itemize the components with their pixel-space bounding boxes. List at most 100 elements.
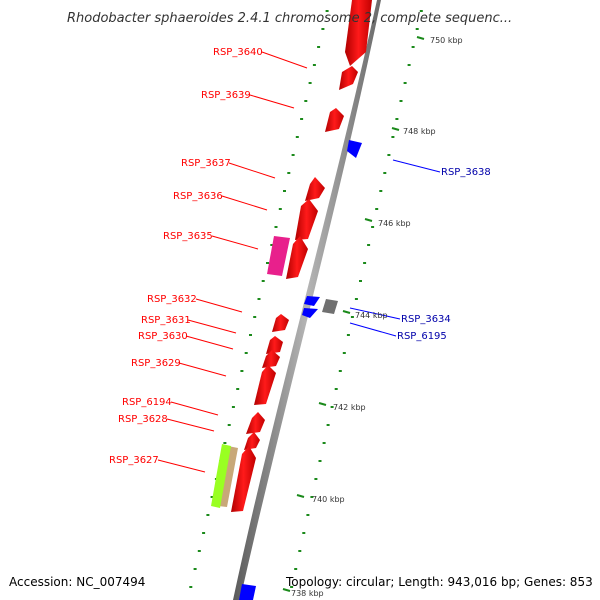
tick-mark bbox=[375, 208, 379, 210]
gene-labels: RSP_3640 RSP_3639 RSP_3637 RSP_3636 RSP_… bbox=[109, 47, 491, 466]
gene-label[interactable]: RSP_3634 bbox=[401, 314, 451, 325]
tick-mark bbox=[350, 316, 354, 318]
tick-mark bbox=[346, 334, 350, 336]
tick-mark bbox=[278, 208, 282, 210]
scale-tick-track bbox=[290, 10, 423, 588]
gene-RSP_3640b-shape[interactable] bbox=[339, 66, 358, 90]
tick-mark bbox=[231, 406, 235, 408]
tick-mark bbox=[270, 244, 274, 246]
tick-mark bbox=[363, 262, 367, 264]
gene-RSP_3627b-shape[interactable] bbox=[218, 446, 238, 507]
gene-label[interactable]: RSP_3639 bbox=[201, 90, 251, 101]
gene-label[interactable]: RSP_3636 bbox=[173, 191, 223, 202]
tick-mark bbox=[419, 10, 423, 12]
gene-RSP_3631-shape[interactable] bbox=[266, 336, 283, 354]
tick-mark bbox=[371, 226, 375, 228]
gene-bottom-shape[interactable] bbox=[239, 584, 256, 600]
gene-label[interactable]: RSP_3631 bbox=[141, 315, 191, 326]
tick-mark bbox=[300, 118, 304, 120]
tick-mark bbox=[223, 442, 227, 444]
scale-label: 750 kbp bbox=[430, 36, 463, 45]
gene-RSP_6194-shape[interactable] bbox=[246, 412, 265, 434]
gene-RSP_3629-shape[interactable] bbox=[254, 365, 276, 405]
tick-mark bbox=[367, 244, 371, 246]
tick-mark bbox=[210, 496, 214, 498]
tick-mark bbox=[342, 352, 346, 354]
tick-mark bbox=[359, 280, 362, 282]
tick-mark bbox=[338, 370, 342, 372]
tick-mark bbox=[407, 64, 411, 66]
gene-RSP_3634-shape[interactable] bbox=[304, 296, 320, 306]
tick-mark bbox=[325, 10, 329, 12]
tick-mark bbox=[227, 424, 231, 426]
gene-RSP_3638-shape[interactable] bbox=[347, 140, 362, 158]
gene-label[interactable]: RSP_3635 bbox=[163, 231, 213, 242]
tick-mark bbox=[290, 586, 294, 588]
gene-RSP_3630-shape[interactable] bbox=[262, 350, 280, 368]
scale-label: 748 kbp bbox=[403, 127, 436, 136]
tick-mark bbox=[274, 226, 278, 228]
accession-text: Accession: NC_007494 bbox=[9, 575, 145, 589]
tick-mark bbox=[308, 82, 312, 84]
gene-RSP_3627-shape[interactable] bbox=[231, 446, 256, 512]
forward-genes bbox=[211, 0, 372, 512]
scale-label: 740 kbp bbox=[312, 495, 345, 504]
gene-RSP_3636-shape[interactable] bbox=[295, 199, 318, 240]
gene-label[interactable]: RSP_3638 bbox=[441, 167, 491, 178]
scale-label: 746 kbp bbox=[378, 219, 411, 228]
gene-RSP_3628-shape[interactable] bbox=[244, 432, 260, 450]
gene-RSP_3635b-shape[interactable] bbox=[267, 236, 290, 276]
scale-label: 738 kbp bbox=[291, 589, 324, 598]
gene-RSP_3635-shape[interactable] bbox=[286, 236, 308, 279]
gene-label[interactable]: RSP_3632 bbox=[147, 294, 197, 305]
tick-mark bbox=[197, 550, 201, 552]
gene-label[interactable]: RSP_3630 bbox=[138, 331, 188, 342]
tick-mark bbox=[391, 136, 395, 138]
tick-mark bbox=[257, 298, 261, 300]
gene-RSP_3632-shape[interactable] bbox=[272, 314, 289, 332]
tick-mark bbox=[294, 568, 298, 570]
tick-mark bbox=[295, 136, 299, 138]
gene-RSP_3627c-shape[interactable] bbox=[211, 444, 231, 508]
tick-mark bbox=[206, 514, 210, 516]
gene-label[interactable]: RSP_3629 bbox=[131, 358, 181, 369]
scale-label: 742 kbp bbox=[333, 403, 366, 412]
gene-RSP_3640-shape[interactable] bbox=[345, 0, 372, 66]
tick-mark bbox=[318, 460, 322, 462]
tick-mark bbox=[287, 172, 291, 174]
tick-mark bbox=[317, 46, 321, 48]
tick-mark bbox=[306, 514, 310, 516]
tick-mark bbox=[387, 154, 391, 156]
tick-mark bbox=[399, 100, 403, 102]
tick-mark bbox=[283, 190, 286, 192]
tick-mark bbox=[322, 442, 326, 444]
tick-mark bbox=[321, 28, 325, 30]
tick-mark bbox=[298, 550, 302, 552]
gene-RSP_3639-shape[interactable] bbox=[325, 108, 344, 132]
tick-mark bbox=[253, 316, 257, 318]
gene-label[interactable]: RSP_3628 bbox=[118, 414, 168, 425]
gene-RSP_3637-shape[interactable] bbox=[305, 177, 325, 201]
tick-mark bbox=[291, 154, 295, 156]
tick-mark bbox=[302, 532, 306, 534]
tick-mark bbox=[266, 262, 269, 264]
tick-mark bbox=[202, 532, 206, 534]
map-title: Rhodobacter sphaeroides 2.4.1 chromosome… bbox=[67, 11, 512, 26]
gene-RSP_3634b-shape[interactable] bbox=[302, 308, 318, 318]
gene-RSP_6195-shape[interactable] bbox=[322, 299, 338, 314]
tick-mark bbox=[240, 370, 244, 372]
topology-text: Topology: circular; Length: 943,016 bp; … bbox=[285, 575, 593, 589]
gene-label[interactable]: RSP_6195 bbox=[397, 331, 447, 342]
tick-mark bbox=[310, 496, 314, 498]
gene-label[interactable]: RSP_3640 bbox=[213, 47, 263, 58]
tick-mark bbox=[330, 406, 334, 408]
tick-mark bbox=[189, 586, 193, 588]
gene-label[interactable]: RSP_3627 bbox=[109, 455, 159, 466]
tick-mark bbox=[304, 100, 308, 102]
gene-label[interactable]: RSP_6194 bbox=[122, 397, 172, 408]
gene-label[interactable]: RSP_3637 bbox=[181, 158, 231, 169]
tick-mark bbox=[312, 64, 316, 66]
tick-mark bbox=[334, 388, 338, 390]
